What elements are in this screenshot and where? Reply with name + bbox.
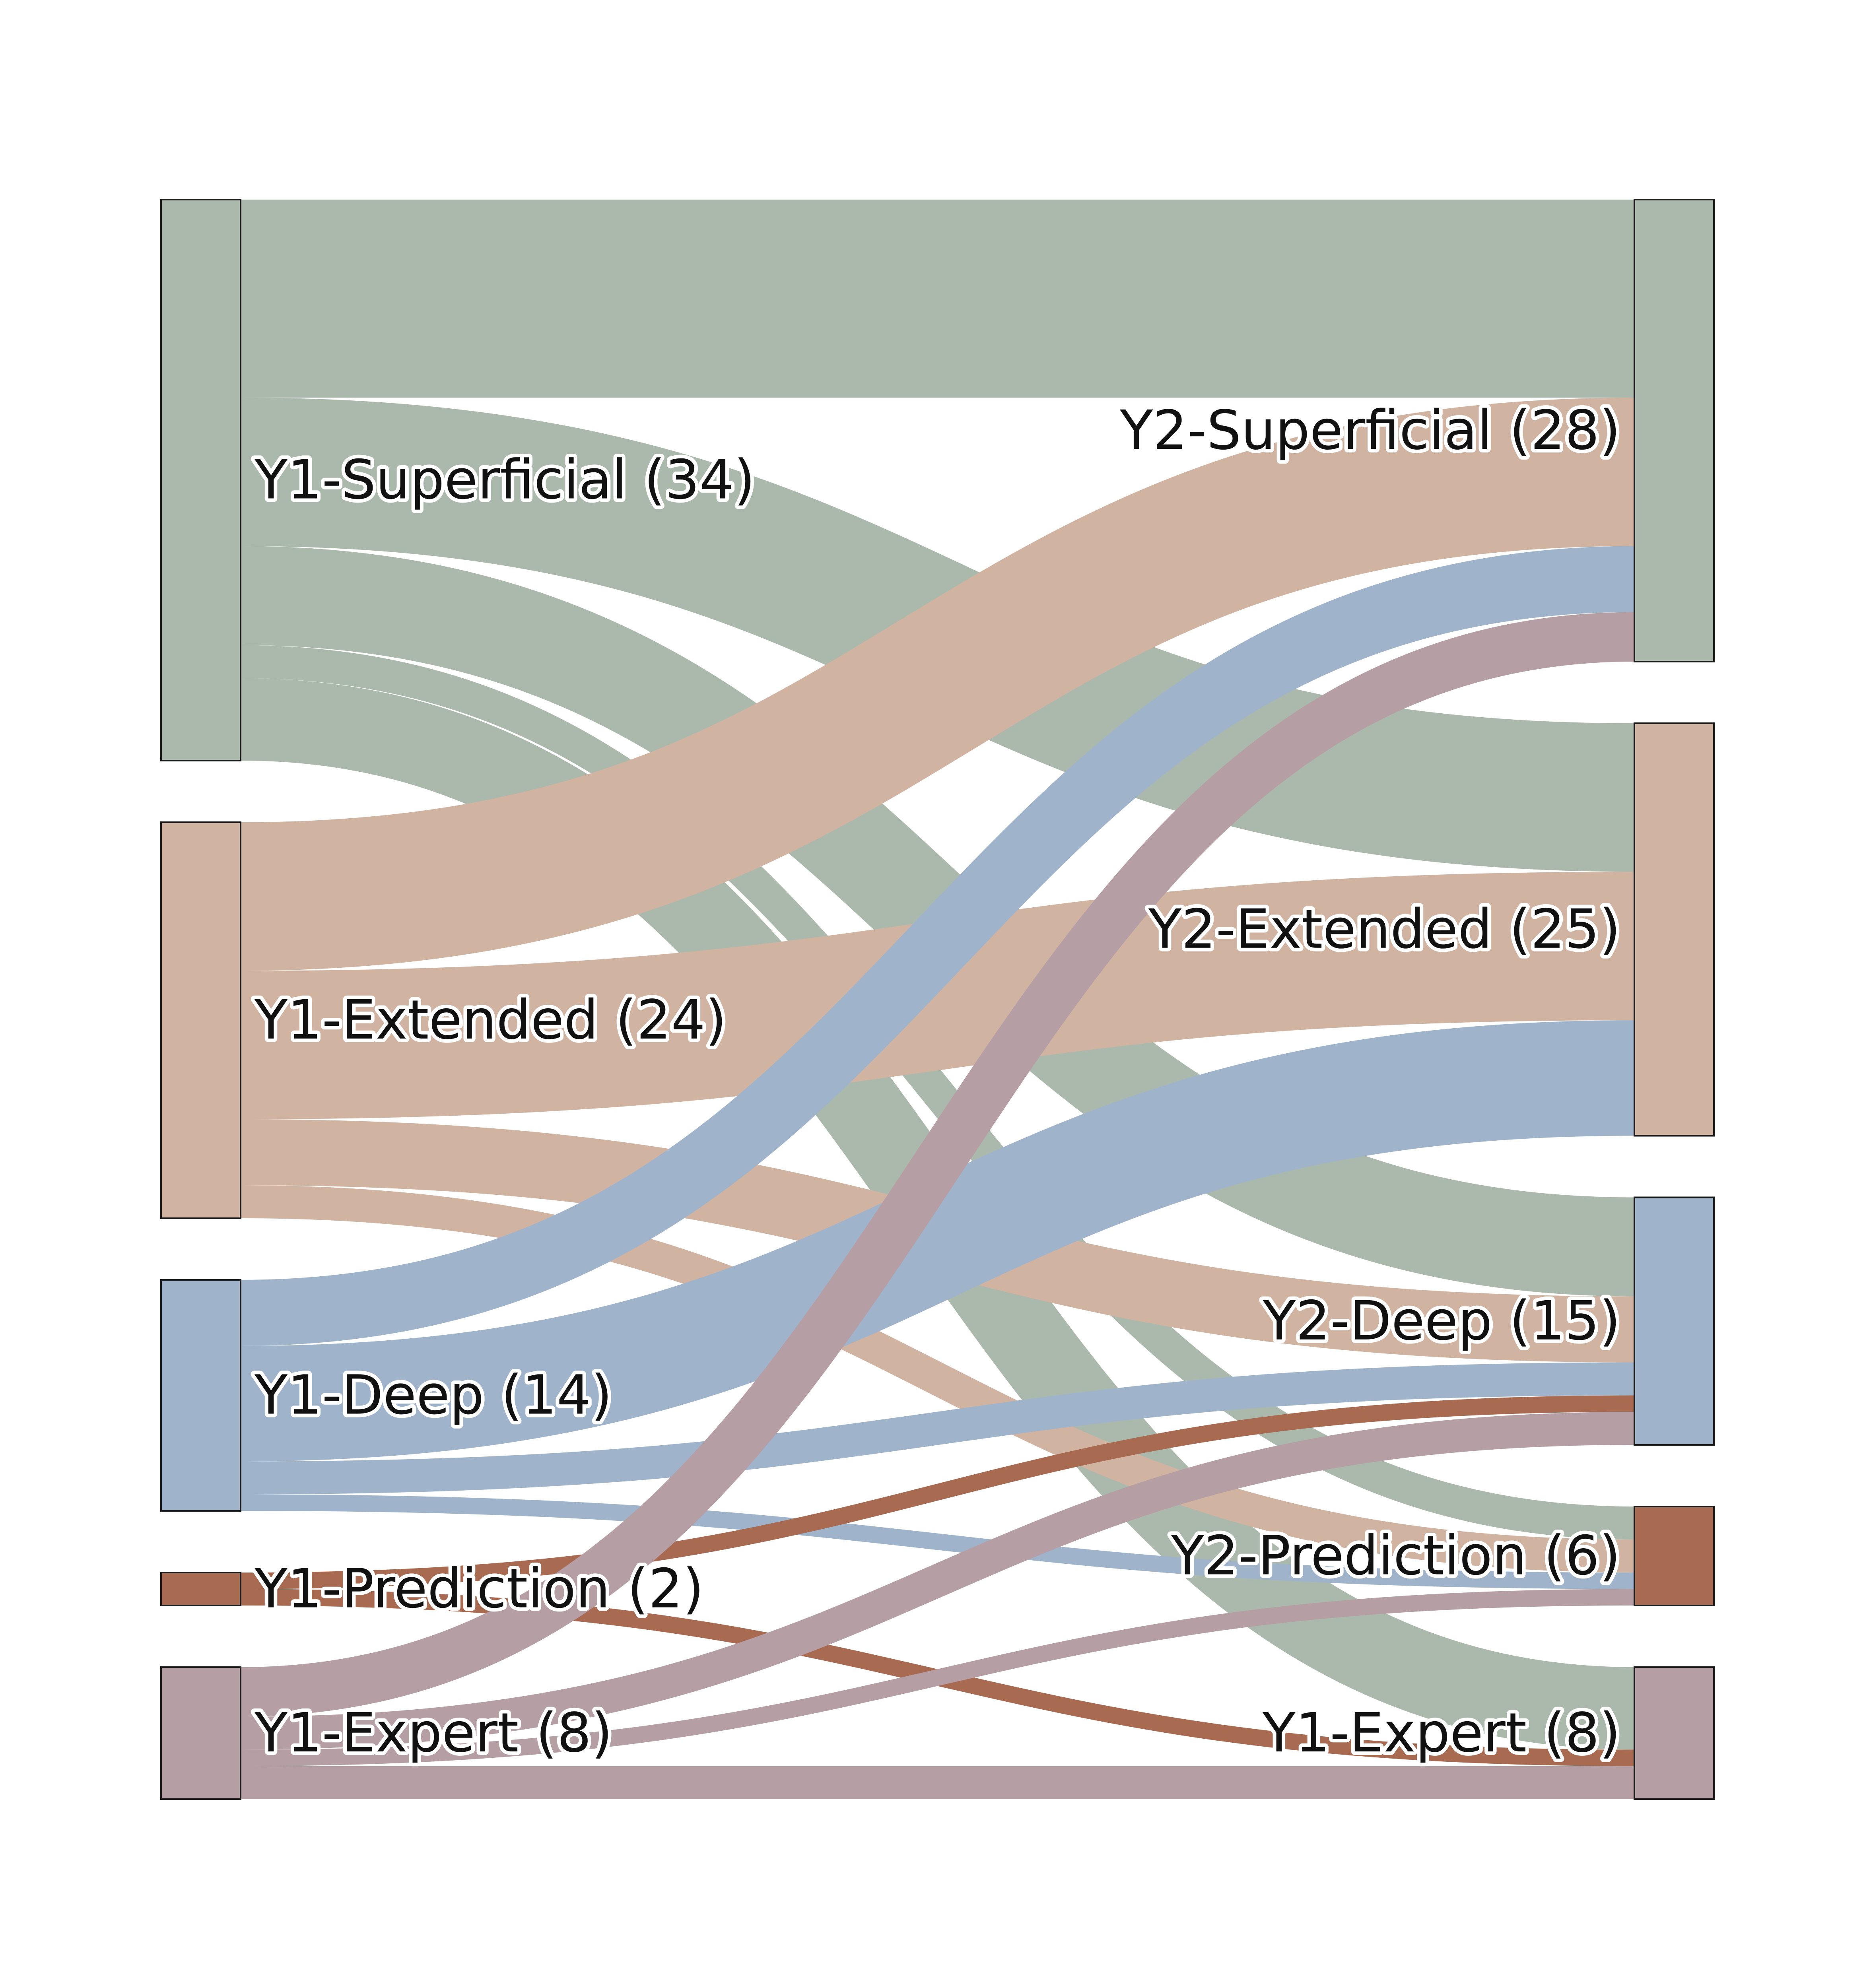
node-y2-sup	[1634, 199, 1715, 662]
links-layer	[240, 199, 1635, 1800]
labels-layer: Y1-Superficial (34) Y1-Extended (24) Y1-De…	[251, 396, 1624, 1768]
node-label-y2-ext: Y2-Extended (25)	[1148, 898, 1620, 961]
node-label-y2-pred: Y2-Prediction (6)	[1171, 1525, 1620, 1588]
node-label-y2-deep: Y2-Deep (15)	[1263, 1290, 1620, 1353]
link-y1-ext-to-y2-pred	[240, 1185, 1635, 1573]
link-y1-deep-to-y2-pred	[240, 1494, 1635, 1589]
link-y1-ext-to-y2-ext	[240, 872, 1635, 1119]
node-y1-deep	[160, 1279, 241, 1512]
link-y1-pred-to-y2-deep	[240, 1395, 1635, 1589]
node-y1-ext	[160, 821, 241, 1219]
node-label-y1-deep: Y1-Deep (14)	[254, 1364, 612, 1427]
link-y1-exp-to-y2-sup	[240, 612, 1635, 1717]
link-y1-deep-to-y2-ext	[240, 1020, 1635, 1462]
link-y1-exp-to-y2-pred	[240, 1589, 1635, 1766]
link-y1-deep-to-y2-deep	[240, 1362, 1635, 1495]
node-label-y1-sup: Y1-Superficial (34)	[254, 449, 755, 512]
link-y1-ext-to-y2-sup	[240, 398, 1635, 971]
node-label-y1-pred: Y1-Prediction (2)	[254, 1558, 704, 1621]
node-label-y2-sup: Y2-Superficial (28)	[1119, 399, 1620, 462]
node-y2-exp	[1634, 1666, 1715, 1800]
node-label-y2-exp: Y1-Expert (8)	[1262, 1702, 1620, 1765]
nodes-layer	[160, 199, 1715, 1800]
node-y2-deep	[1634, 1196, 1715, 1446]
node-label-y1-ext: Y1-Extended (24)	[254, 989, 727, 1052]
node-label-y1-exp: Y1-Expert (8)	[254, 1702, 612, 1765]
link-y1-exp-to-y2-deep	[240, 1412, 1635, 1750]
node-y2-ext	[1634, 722, 1715, 1137]
node-y1-sup	[160, 199, 241, 761]
link-y1-deep-to-y2-sup	[240, 546, 1635, 1346]
node-y2-pred	[1634, 1506, 1715, 1606]
node-y1-pred	[160, 1572, 241, 1606]
node-y1-exp	[160, 1666, 241, 1800]
